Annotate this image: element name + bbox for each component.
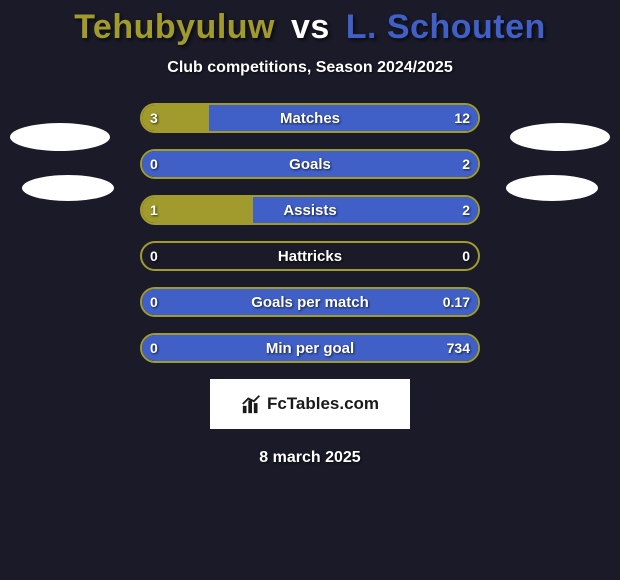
footer-logo-box: FcTables.com xyxy=(210,379,410,429)
stat-value-left: 0 xyxy=(150,241,158,271)
footer-text: FcTables.com xyxy=(267,394,379,414)
stat-value-left: 3 xyxy=(150,103,158,133)
stat-value-left: 1 xyxy=(150,195,158,225)
stat-label: Goals per match xyxy=(140,287,480,317)
player-right-name: L. Schouten xyxy=(346,8,546,46)
stat-label: Hattricks xyxy=(140,241,480,271)
stat-value-right: 12 xyxy=(454,103,470,133)
comparison-title: Tehubyuluw vs L. Schouten xyxy=(0,0,620,47)
stat-value-left: 0 xyxy=(150,287,158,317)
stat-row: Min per goal0 734 xyxy=(140,333,480,363)
stat-label: Min per goal xyxy=(140,333,480,363)
chart-icon xyxy=(241,393,263,415)
stat-label: Matches xyxy=(140,103,480,133)
stat-label: Goals xyxy=(140,149,480,179)
subtitle: Club competitions, Season 2024/2025 xyxy=(0,59,620,77)
vs-text: vs xyxy=(285,8,336,46)
stat-value-right: 0.17 xyxy=(443,287,470,317)
stat-value-left: 0 xyxy=(150,333,158,363)
stat-row: Hattricks0 0 xyxy=(140,241,480,271)
footer-logo: FcTables.com xyxy=(241,393,379,415)
stat-value-right: 2 xyxy=(462,195,470,225)
stat-value-right: 0 xyxy=(462,241,470,271)
stat-label: Assists xyxy=(140,195,480,225)
stats-chart: Matches312Goals02Assists12Hattricks00Goa… xyxy=(0,103,620,363)
stat-value-left: 0 xyxy=(150,149,158,179)
stat-value-right: 734 xyxy=(447,333,470,363)
stat-value-right: 2 xyxy=(462,149,470,179)
stat-row: Goals0 2 xyxy=(140,149,480,179)
date: 8 march 2025 xyxy=(0,449,620,467)
stat-row: Matches3 12 xyxy=(140,103,480,133)
player-left-name: Tehubyuluw xyxy=(74,8,275,46)
stat-row: Goals per match0 0.17 xyxy=(140,287,480,317)
stat-row: Assists1 2 xyxy=(140,195,480,225)
